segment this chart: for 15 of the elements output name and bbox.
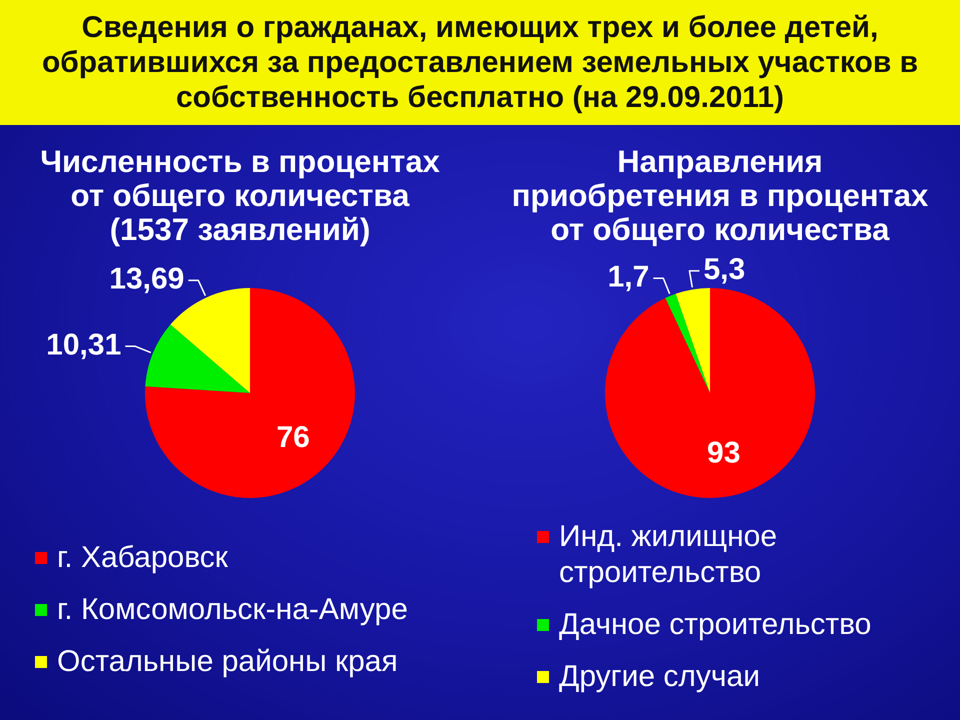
data-label: 5,3: [703, 253, 746, 286]
data-label: 93: [707, 436, 740, 470]
data-label: 13,69: [109, 262, 184, 296]
legend-label: Инд. жилищное строительство: [559, 519, 778, 591]
data-label: 1,7: [608, 260, 650, 294]
legend-label: Другие случаи: [559, 659, 760, 695]
data-label: 10,31: [46, 328, 122, 362]
legend-label: г. Комсомольск-на-Амуре: [57, 592, 408, 628]
legend-label: Дачное строительство: [559, 607, 872, 643]
legend-label: г. Хабаровск: [57, 540, 228, 576]
text: Сведения о гражданах, имеющих трех и более детей, обратившихся за предоставлением земельных участков в собственность бесплатно (на 29.09.2011): [40, 10, 920, 115]
legend-label: Остальные районы края: [57, 644, 398, 680]
data-label: 76: [276, 421, 310, 454]
chart-title: Направления приобретения в процентах от общего количества: [510, 144, 930, 247]
chart-subtitle: Численность в процентах от общего количества (1537 заявлений): [39, 144, 441, 247]
